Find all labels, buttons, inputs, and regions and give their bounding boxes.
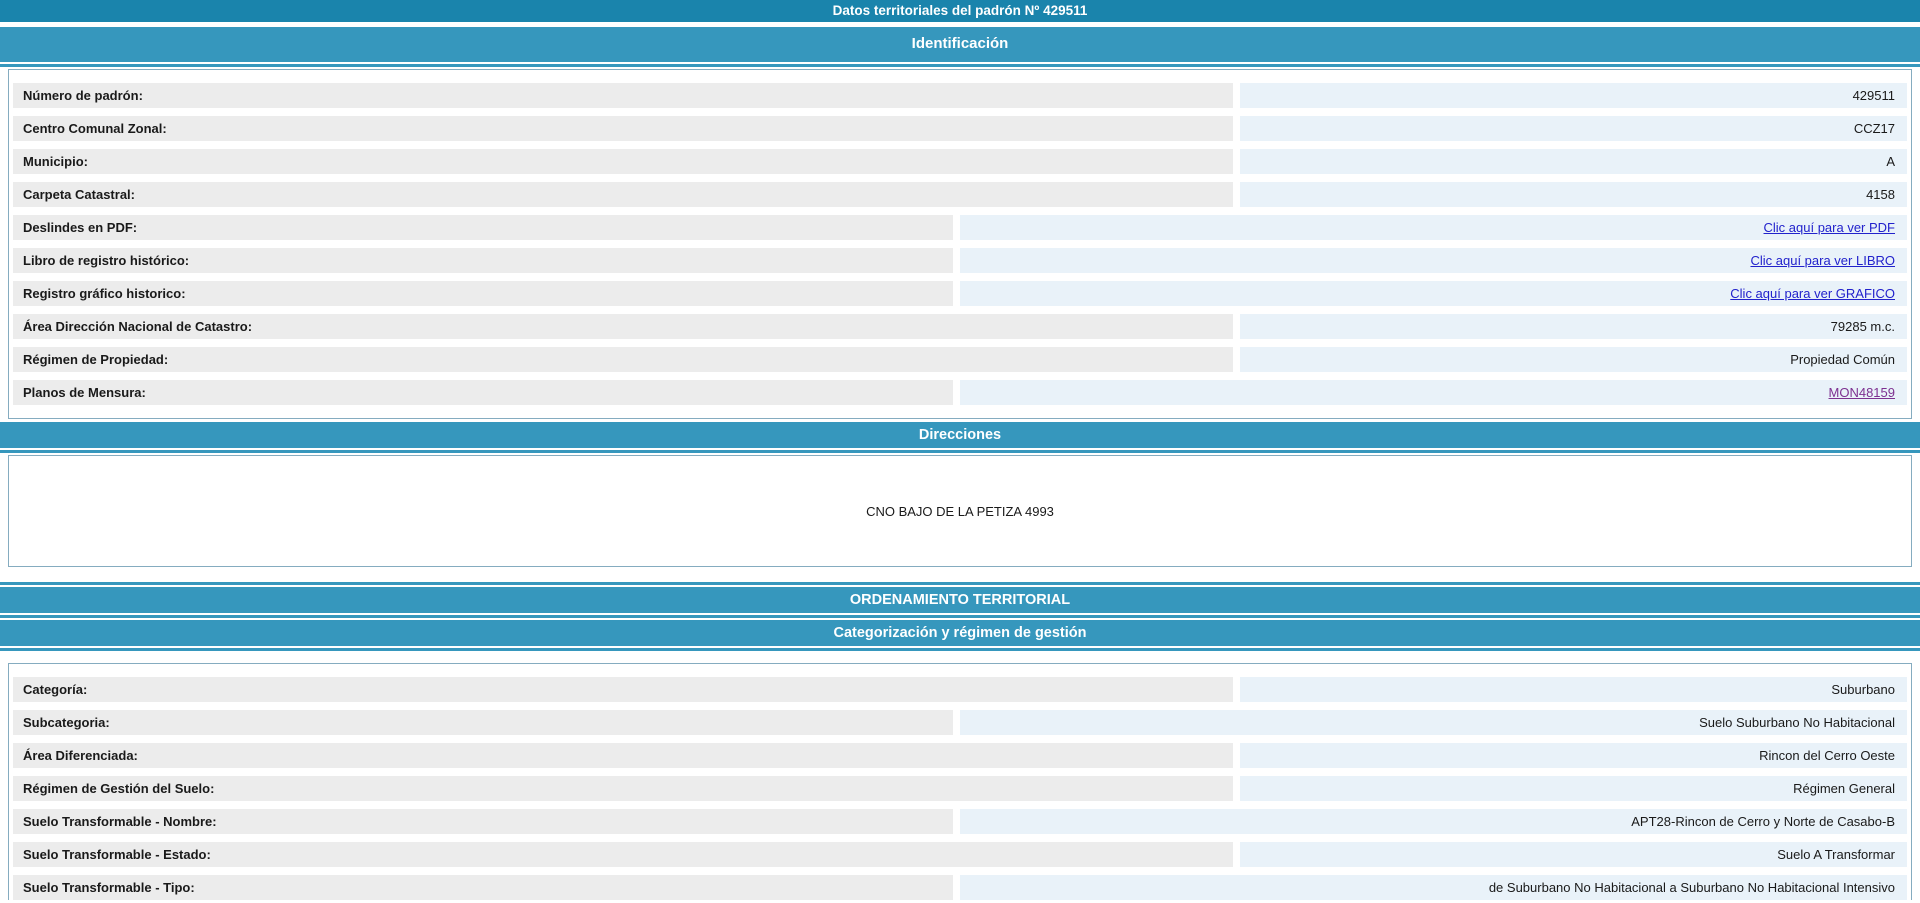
table-row: Régimen de Gestión del Suelo: Régimen Gen… xyxy=(13,776,1907,801)
divider-rule xyxy=(0,582,1920,585)
table-row: Área Dirección Nacional de Catastro: 7928… xyxy=(13,314,1907,339)
row-label-deslindes-pdf: Deslindes en PDF: xyxy=(13,215,953,240)
row-value-numero-de-padron: 429511 xyxy=(1240,83,1907,108)
row-value-area-diferenciada: Rincon del Cerro Oeste xyxy=(1240,743,1907,768)
table-row: Deslindes en PDF: Clic aquí para ver PDF xyxy=(13,215,1907,240)
section-title: Identificación xyxy=(911,35,1009,52)
divider-rule xyxy=(0,648,1920,651)
row-label-numero-de-padron: Número de padrón: xyxy=(13,83,1233,108)
section-header-direcciones: Direcciones xyxy=(0,422,1920,448)
table-row: Carpeta Catastral: 4158 xyxy=(13,182,1907,207)
link-registro-grafico-historico[interactable]: Clic aquí para ver GRAFICO xyxy=(1730,286,1895,301)
section-title: Categorización y régimen de gestión xyxy=(833,625,1087,641)
row-value-suelo-transformable-tipo: de Suburbano No Habitacional a Suburbano… xyxy=(960,875,1907,900)
row-label-libro-registro-historico: Libro de registro histórico: xyxy=(13,248,953,273)
link-libro-registro-historico[interactable]: Clic aquí para ver LIBRO xyxy=(1750,253,1895,268)
table-row: Suelo Transformable - Nombre: APT28-Rinco… xyxy=(13,809,1907,834)
table-row: Suelo Transformable - Tipo: de Suburbano … xyxy=(13,875,1907,900)
row-label-regimen-gestion-suelo: Régimen de Gestión del Suelo: xyxy=(13,776,1233,801)
table-row: Planos de Mensura: MON48159 xyxy=(13,380,1907,405)
row-label-area-dnc: Área Dirección Nacional de Catastro: xyxy=(13,314,1233,339)
identificacion-table: Número de padrón: 429511 Centro Comunal Zo… xyxy=(8,69,1912,419)
table-row: Régimen de Propiedad: Propiedad Común xyxy=(13,347,1907,372)
row-label-categoria: Categoría: xyxy=(13,677,1233,702)
section-title: Direcciones xyxy=(918,427,1002,443)
row-label-regimen-de-propiedad: Régimen de Propiedad: xyxy=(13,347,1233,372)
row-value-area-dnc: 79285 m.c. xyxy=(1240,314,1907,339)
row-value-categoria: Suburbano xyxy=(1240,677,1907,702)
row-label-municipio: Municipio: xyxy=(13,149,1233,174)
section-header-identificacion: Identificación xyxy=(0,27,1920,62)
row-value-centro-comunal-zonal: CCZ17 xyxy=(1240,116,1907,141)
table-row: Suelo Transformable - Estado: Suelo A Tra… xyxy=(13,842,1907,867)
row-label-subcategoria: Subcategoria: xyxy=(13,710,953,735)
table-row: Categoría: Suburbano xyxy=(13,677,1907,702)
link-planos-de-mensura[interactable]: MON48159 xyxy=(1828,385,1895,400)
row-label-registro-grafico-historico: Registro gráfico historico: xyxy=(13,281,953,306)
row-label-suelo-transformable-tipo: Suelo Transformable - Tipo: xyxy=(13,875,953,900)
row-label-suelo-transformable-nombre: Suelo Transformable - Nombre: xyxy=(13,809,953,834)
page-title: Datos territoriales del padrón Nº 429511 xyxy=(832,3,1088,18)
table-row: Registro gráfico historico: Clic aquí par… xyxy=(13,281,1907,306)
row-label-area-diferenciada: Área Diferenciada: xyxy=(13,743,1233,768)
section-title: ORDENAMIENTO TERRITORIAL xyxy=(849,592,1071,608)
page-title-bar: Datos territoriales del padrón Nº 429511 xyxy=(0,0,1920,22)
row-value-suelo-transformable-estado: Suelo A Transformar xyxy=(1240,842,1907,867)
row-value-carpeta-catastral: 4158 xyxy=(1240,182,1907,207)
section-header-categorizacion: Categorización y régimen de gestión xyxy=(0,620,1920,646)
divider-rule xyxy=(0,64,1920,67)
direcciones-panel: CNO BAJO DE LA PETIZA 4993 xyxy=(8,455,1912,567)
row-value-deslindes-pdf: Clic aquí para ver PDF xyxy=(960,215,1907,240)
divider-rule xyxy=(0,615,1920,618)
row-value-suelo-transformable-nombre: APT28-Rincon de Cerro y Norte de Casabo-… xyxy=(960,809,1907,834)
section-header-ordenamiento: ORDENAMIENTO TERRITORIAL xyxy=(0,587,1920,613)
categorizacion-table: Categoría: Suburbano Subcategoria: Suelo Su… xyxy=(8,663,1912,900)
table-row: Número de padrón: 429511 xyxy=(13,83,1907,108)
address-text: CNO BAJO DE LA PETIZA 4993 xyxy=(866,503,1054,519)
row-label-suelo-transformable-estado: Suelo Transformable - Estado: xyxy=(13,842,1233,867)
row-value-registro-grafico-historico: Clic aquí para ver GRAFICO xyxy=(960,281,1907,306)
row-label-centro-comunal-zonal: Centro Comunal Zonal: xyxy=(13,116,1233,141)
table-row: Subcategoria: Suelo Suburbano No Habitaci… xyxy=(13,710,1907,735)
row-value-subcategoria: Suelo Suburbano No Habitacional xyxy=(960,710,1907,735)
row-label-carpeta-catastral: Carpeta Catastral: xyxy=(13,182,1233,207)
row-value-libro-registro-historico: Clic aquí para ver LIBRO xyxy=(960,248,1907,273)
row-value-regimen-gestion-suelo: Régimen General xyxy=(1240,776,1907,801)
divider-rule xyxy=(0,450,1920,453)
table-row: Centro Comunal Zonal: CCZ17 xyxy=(13,116,1907,141)
table-row: Municipio: A xyxy=(13,149,1907,174)
row-value-municipio: A xyxy=(1240,149,1907,174)
table-row: Área Diferenciada: Rincon del Cerro Oeste xyxy=(13,743,1907,768)
link-deslindes-pdf[interactable]: Clic aquí para ver PDF xyxy=(1763,220,1896,235)
row-value-planos-de-mensura: MON48159 xyxy=(960,380,1907,405)
table-row: Libro de registro histórico: Clic aquí pa… xyxy=(13,248,1907,273)
row-value-regimen-de-propiedad: Propiedad Común xyxy=(1240,347,1907,372)
row-label-planos-de-mensura: Planos de Mensura: xyxy=(13,380,953,405)
